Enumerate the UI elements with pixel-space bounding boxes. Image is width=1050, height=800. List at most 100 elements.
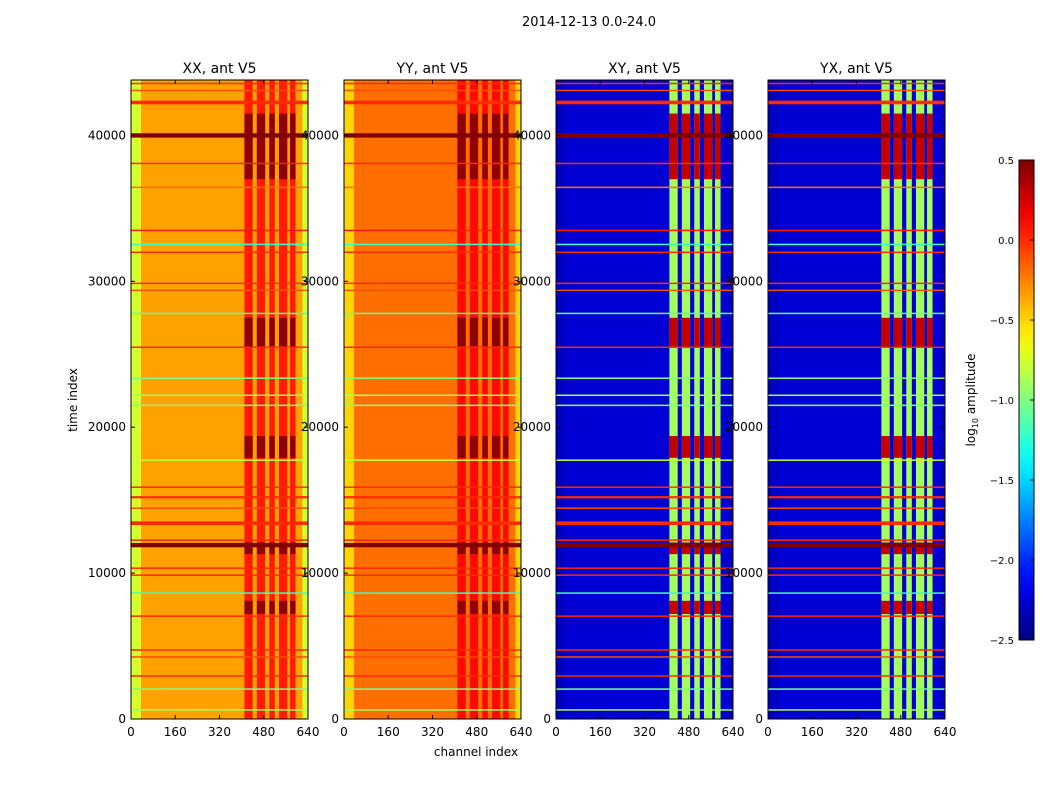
panel-1: XX, ant V5 0 160 320 480 640 0 10000 20000 30000 4… [88, 61, 320, 739]
rfi-channel-band [244, 80, 253, 719]
rfi-channel-band [881, 80, 890, 719]
rfi-channel-band [491, 80, 501, 719]
x-tick-label: 480 [889, 725, 912, 739]
rfi-hot-cell [681, 542, 691, 555]
flagged-time-row [344, 459, 521, 461]
flagged-time-row [768, 521, 945, 526]
heatmap-cells [768, 80, 945, 719]
rfi-hot-cell [256, 600, 266, 614]
rfi-hot-cell [906, 542, 912, 555]
flagged-time-row [556, 542, 733, 548]
rfi-channel-band [694, 80, 700, 719]
rfi-hot-cell [669, 435, 678, 458]
flagged-time-row [131, 100, 308, 105]
rfi-hot-cell [715, 600, 721, 614]
flagged-time-row [768, 289, 945, 292]
flagged-time-row [131, 496, 308, 499]
colorbar-tick-label: −0.5 [990, 316, 1014, 327]
rfi-hot-cell [703, 600, 713, 614]
rfi-hot-cell [703, 113, 713, 180]
flagged-time-row [344, 486, 521, 488]
flagged-time-row [131, 282, 308, 285]
y-tick-label: 20000 [725, 420, 763, 434]
rfi-hot-cell [893, 542, 903, 555]
rfi-channel-band [457, 80, 466, 719]
flagged-time-row [768, 394, 945, 397]
y-tick-label: 40000 [725, 128, 763, 142]
rfi-hot-cell [278, 113, 288, 180]
colorbar-label-rest: amplitude [964, 354, 978, 418]
y-tick-label: 20000 [301, 420, 339, 434]
panel-title: YY, ant V5 [396, 61, 469, 77]
x-tick-label: 320 [421, 725, 444, 739]
y-tick-label: 40000 [88, 128, 126, 142]
y-tick-label: 30000 [725, 274, 763, 288]
flagged-time-row [556, 656, 733, 658]
flagged-time-row [131, 592, 308, 594]
panels-group: XX, ant V5 0 160 320 480 640 0 10000 20000 30000 4… [88, 61, 957, 739]
flagged-time-row [556, 688, 733, 690]
flagged-time-row [768, 567, 945, 569]
y-tick-label: 10000 [301, 566, 339, 580]
rfi-hot-cell [290, 113, 296, 180]
y-tick-label: 30000 [88, 274, 126, 288]
rfi-hot-cell [256, 317, 266, 347]
rfi-hot-cell [703, 317, 713, 347]
y-tick-label: 10000 [725, 566, 763, 580]
flagged-time-row [768, 459, 945, 461]
flagged-time-row [768, 688, 945, 690]
figure-suptitle: 2014-12-13 0.0-24.0 [522, 15, 656, 30]
flagged-time-row [131, 539, 308, 541]
rfi-hot-cell [244, 317, 253, 347]
flagged-time-row [131, 394, 308, 397]
flagged-time-row [131, 186, 308, 189]
flagged-time-row [768, 312, 945, 315]
flagged-time-row [556, 133, 733, 138]
x-tick-label: 640 [297, 725, 320, 739]
flagged-time-row [131, 404, 308, 407]
rfi-hot-cell [290, 542, 296, 555]
y-tick-label: 0 [543, 712, 551, 726]
flagged-time-row [556, 251, 733, 254]
flagged-time-row [556, 496, 733, 499]
rfi-channel-band [893, 80, 903, 719]
rfi-hot-cell [915, 600, 925, 614]
flagged-time-row [556, 615, 733, 617]
y-tick-label: 30000 [513, 274, 551, 288]
flagged-time-row [344, 346, 521, 349]
rfi-channel-band [703, 80, 713, 719]
flagged-time-row [556, 229, 733, 232]
flagged-time-row [344, 162, 521, 165]
colorbar-tick-label: −2.5 [990, 636, 1014, 647]
rfi-hot-cell [482, 113, 488, 180]
rfi-hot-cell [715, 435, 721, 458]
flagged-time-row [768, 507, 945, 509]
rfi-channel-band [256, 80, 266, 719]
rfi-hot-cell [457, 600, 466, 614]
flagged-time-row [556, 186, 733, 189]
flagged-time-row [131, 615, 308, 617]
rfi-hot-cell [269, 113, 275, 180]
flagged-time-row [556, 649, 733, 651]
rfi-hot-cell [906, 435, 912, 458]
flagged-time-row [768, 656, 945, 658]
x-tick-label: 320 [633, 725, 656, 739]
flagged-time-row [768, 539, 945, 541]
rfi-hot-cell [915, 113, 925, 180]
flagged-time-row [344, 709, 521, 711]
heatmap-cells [131, 80, 308, 719]
colorbar-label: log10 amplitude [964, 354, 980, 447]
flagged-time-row [131, 459, 308, 461]
flagged-time-row [131, 574, 308, 576]
rfi-hot-cell [669, 317, 678, 347]
rfi-channel-band [290, 80, 296, 719]
y-tick-label: 10000 [88, 566, 126, 580]
heatmap-edge-channels [727, 80, 733, 719]
flagged-time-row [344, 100, 521, 105]
rfi-hot-cell [703, 435, 713, 458]
panel-3: XY, ant V5 0 160 320 480 640 0 10000 20000 30000 4… [513, 61, 745, 739]
rfi-hot-cell [715, 542, 721, 555]
heatmap-edge-channels [302, 80, 308, 719]
x-tick-label: 480 [252, 725, 275, 739]
rfi-hot-cell [694, 435, 700, 458]
